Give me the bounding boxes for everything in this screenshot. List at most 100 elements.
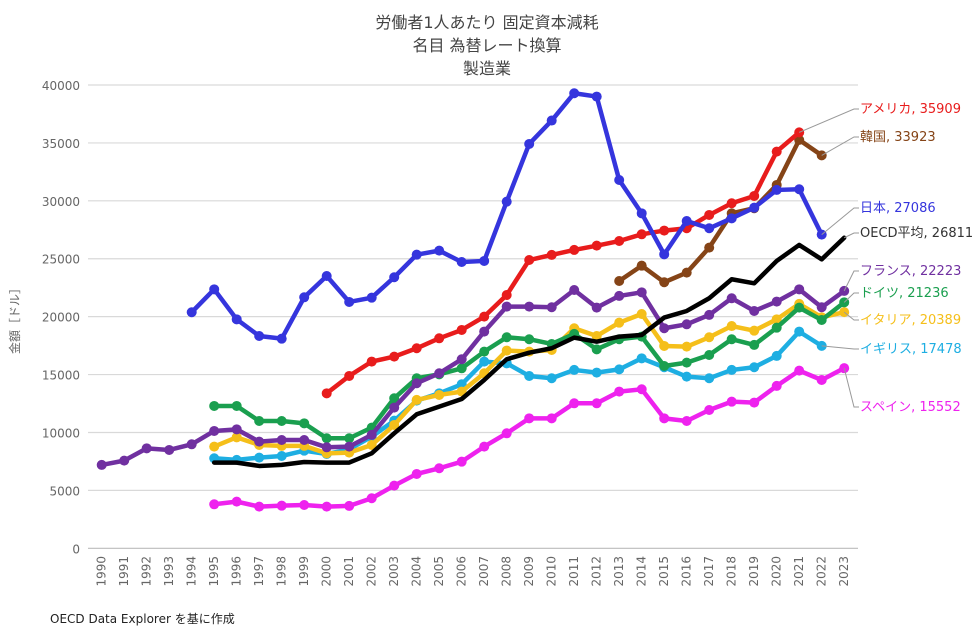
y-tick-label: 5000 <box>49 484 80 498</box>
data-point <box>591 344 602 355</box>
data-point <box>501 196 512 207</box>
data-point <box>749 190 760 201</box>
x-tick-label: 2001 <box>342 556 356 587</box>
x-tick-label: 1997 <box>252 556 266 587</box>
chart-title-line-2: 名目 為替レート換算 <box>412 36 561 55</box>
data-point <box>681 416 692 427</box>
data-point <box>321 433 332 444</box>
data-point <box>636 229 647 240</box>
data-point <box>209 425 220 436</box>
x-tick-label: 2004 <box>410 556 424 587</box>
data-point <box>209 400 220 411</box>
x-tick-label: 1999 <box>297 556 311 587</box>
x-tick-label: 1996 <box>230 556 244 587</box>
series-OECD平均 <box>211 235 847 469</box>
data-point <box>479 356 490 367</box>
series-line <box>324 130 802 396</box>
data-point <box>524 413 535 424</box>
data-point <box>254 436 265 447</box>
data-point <box>344 441 355 452</box>
data-point <box>411 394 422 405</box>
data-point <box>141 443 152 454</box>
series-end-label: スペイン, 15552 <box>860 400 961 415</box>
series-end-label: アメリカ, 35909 <box>860 102 961 117</box>
data-point <box>434 368 445 379</box>
data-point <box>771 350 782 361</box>
data-point <box>524 301 535 312</box>
leader-line <box>843 368 859 408</box>
data-point <box>569 398 580 409</box>
data-point <box>501 332 512 343</box>
data-point <box>479 311 490 322</box>
data-point <box>636 287 647 298</box>
data-point <box>254 452 265 463</box>
data-point <box>794 184 805 195</box>
data-point <box>726 293 737 304</box>
data-point <box>569 364 580 375</box>
data-point <box>524 138 535 149</box>
data-point <box>681 371 692 382</box>
data-point <box>389 351 400 362</box>
data-point <box>434 463 445 474</box>
data-point <box>546 413 557 424</box>
data-point <box>209 499 220 510</box>
leader-line <box>843 232 859 239</box>
data-point <box>591 302 602 313</box>
data-point <box>321 270 332 281</box>
data-point <box>636 308 647 319</box>
data-point <box>276 435 287 446</box>
data-point <box>524 255 535 266</box>
x-tick-label: 2002 <box>365 556 379 587</box>
data-point <box>591 91 602 102</box>
data-point <box>344 296 355 307</box>
data-point <box>434 245 445 256</box>
x-tick-label: 1992 <box>140 556 154 587</box>
x-tick-label: 2021 <box>792 556 806 587</box>
data-point <box>816 375 827 386</box>
data-point <box>366 429 377 440</box>
x-tick-label: 2008 <box>500 556 514 587</box>
data-point <box>726 364 737 375</box>
data-point <box>659 249 670 260</box>
series-end-label: ドイツ, 21236 <box>860 286 949 301</box>
data-point <box>209 441 220 452</box>
data-point <box>726 198 737 209</box>
data-point <box>456 354 467 365</box>
data-point <box>749 362 760 373</box>
data-point <box>749 339 760 350</box>
series-日本 <box>186 88 827 344</box>
x-tick-label: 2020 <box>770 556 784 587</box>
leader-line <box>821 345 859 350</box>
data-point <box>749 202 760 213</box>
series-end-label: 韓国, 33923 <box>860 130 936 145</box>
data-point <box>726 396 737 407</box>
data-point <box>794 302 805 313</box>
x-tick-label: 2017 <box>702 556 716 587</box>
data-point <box>816 302 827 313</box>
data-point <box>726 321 737 332</box>
data-point <box>681 215 692 226</box>
x-tick-label: 1993 <box>162 556 176 587</box>
data-point <box>659 225 670 236</box>
data-point <box>636 260 647 271</box>
data-point <box>366 439 377 450</box>
data-point <box>254 501 265 512</box>
data-point <box>411 343 422 354</box>
data-point <box>299 292 310 303</box>
data-point <box>231 496 242 507</box>
x-tick-label: 2010 <box>545 556 559 587</box>
x-tick-label: 2000 <box>320 556 334 587</box>
data-point <box>704 373 715 384</box>
x-tick-label: 2018 <box>725 556 739 587</box>
leader-line <box>799 108 859 133</box>
data-point <box>614 236 625 247</box>
data-point <box>344 500 355 511</box>
data-point <box>659 323 670 334</box>
data-point <box>771 184 782 195</box>
y-tick-label: 10000 <box>42 426 80 440</box>
data-point <box>344 370 355 381</box>
x-tick-label: 2011 <box>567 556 581 587</box>
data-point <box>591 398 602 409</box>
y-tick-label: 25000 <box>42 253 80 267</box>
data-point <box>276 500 287 511</box>
